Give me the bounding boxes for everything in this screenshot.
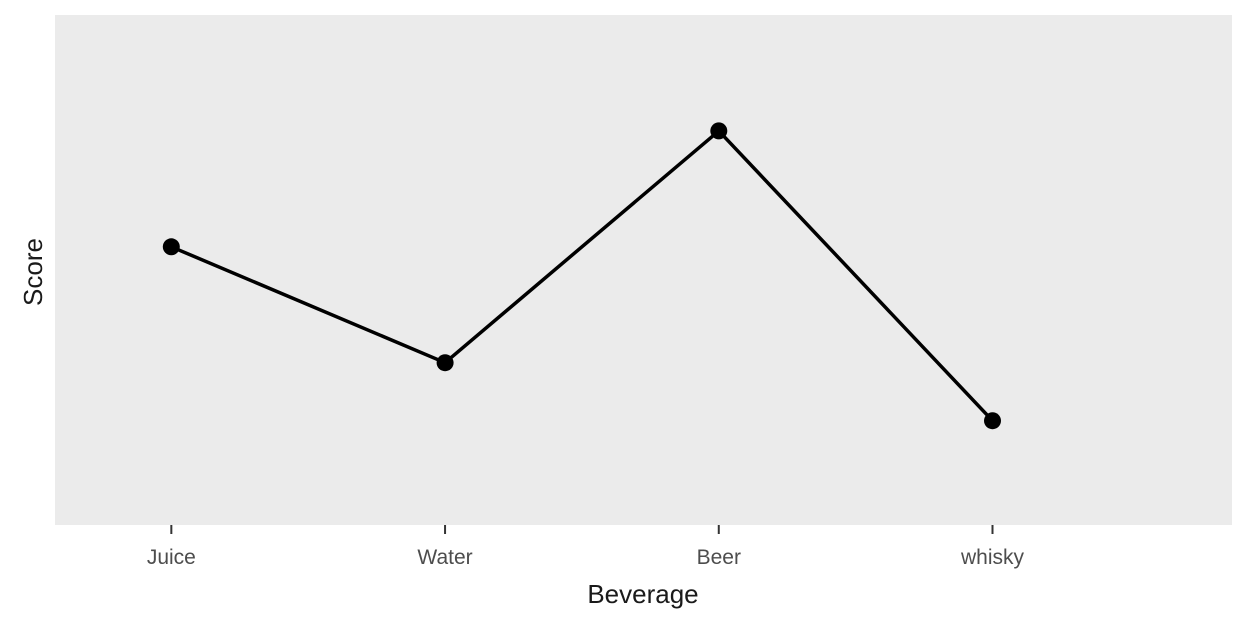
x-tick-label: Beer	[697, 546, 741, 569]
x-axis-ticks	[170, 525, 994, 534]
data-point-juice	[162, 238, 180, 256]
data-point-beer	[710, 122, 728, 140]
plot-panel	[55, 15, 1232, 525]
x-tick-label: whisky	[960, 546, 1025, 569]
series-line	[170, 129, 994, 422]
series-layer	[162, 122, 1001, 430]
x-axis-title: Beverage	[587, 579, 698, 609]
data-point-whisky	[984, 412, 1001, 430]
data-point-water	[436, 354, 454, 372]
x-axis-tick-labels: Juice Water Beer whisky	[147, 546, 1025, 569]
y-axis-title: Score	[18, 238, 48, 306]
x-tick-label: Water	[417, 546, 472, 569]
x-tick-label: Juice	[147, 546, 196, 569]
